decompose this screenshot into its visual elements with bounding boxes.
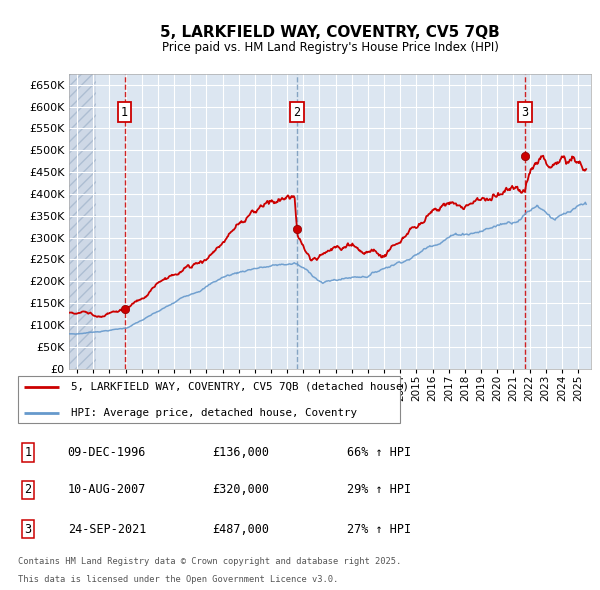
Text: £136,000: £136,000 (212, 446, 269, 459)
Text: 1: 1 (24, 446, 31, 459)
Text: 24-SEP-2021: 24-SEP-2021 (68, 523, 146, 536)
Text: 2: 2 (293, 106, 301, 119)
Text: 1: 1 (121, 106, 128, 119)
Text: 2: 2 (24, 483, 31, 496)
Text: 66% ↑ HPI: 66% ↑ HPI (347, 446, 411, 459)
Text: £320,000: £320,000 (212, 483, 269, 496)
Text: 3: 3 (24, 523, 31, 536)
FancyBboxPatch shape (18, 376, 400, 423)
Text: 3: 3 (521, 106, 529, 119)
Text: 5, LARKFIELD WAY, COVENTRY, CV5 7QB (detached house): 5, LARKFIELD WAY, COVENTRY, CV5 7QB (det… (71, 382, 409, 392)
Text: 5, LARKFIELD WAY, COVENTRY, CV5 7QB: 5, LARKFIELD WAY, COVENTRY, CV5 7QB (160, 25, 500, 40)
Text: 27% ↑ HPI: 27% ↑ HPI (347, 523, 411, 536)
Text: 10-AUG-2007: 10-AUG-2007 (68, 483, 146, 496)
Text: This data is licensed under the Open Government Licence v3.0.: This data is licensed under the Open Gov… (18, 575, 338, 584)
Text: £487,000: £487,000 (212, 523, 269, 536)
Text: 09-DEC-1996: 09-DEC-1996 (68, 446, 146, 459)
Text: 29% ↑ HPI: 29% ↑ HPI (347, 483, 411, 496)
Text: HPI: Average price, detached house, Coventry: HPI: Average price, detached house, Cove… (71, 408, 356, 418)
Text: Price paid vs. HM Land Registry's House Price Index (HPI): Price paid vs. HM Land Registry's House … (161, 41, 499, 54)
Bar (69, 74, 97, 369)
Text: Contains HM Land Registry data © Crown copyright and database right 2025.: Contains HM Land Registry data © Crown c… (18, 557, 401, 566)
